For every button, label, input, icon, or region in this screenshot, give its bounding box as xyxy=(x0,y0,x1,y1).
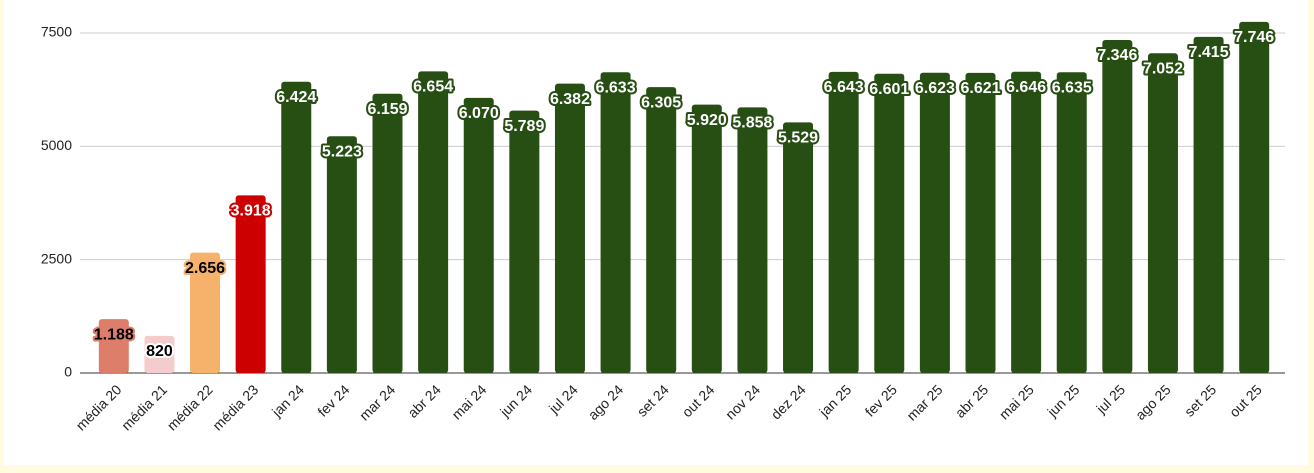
value-label: 6.643 xyxy=(824,79,864,96)
bar xyxy=(98,319,129,373)
bar xyxy=(418,71,449,374)
bar xyxy=(235,195,266,373)
bar xyxy=(600,72,631,373)
bar xyxy=(281,81,312,374)
value-label: 7.052 xyxy=(1143,61,1183,78)
bar xyxy=(463,97,494,374)
bar xyxy=(1193,36,1224,373)
bar xyxy=(965,72,996,374)
value-label: 6.646 xyxy=(1006,79,1046,96)
bar xyxy=(372,93,403,374)
value-label: 5.858 xyxy=(732,115,772,132)
value-label: 6.382 xyxy=(550,91,590,108)
bar xyxy=(874,73,905,373)
bar xyxy=(1056,72,1087,374)
value-label: 6.159 xyxy=(367,101,407,118)
y-tick-label: 7500 xyxy=(41,24,72,40)
value-label: 7.415 xyxy=(1189,44,1229,61)
value-label: 1.188 xyxy=(94,326,134,343)
bar xyxy=(919,72,950,374)
bar xyxy=(554,83,585,373)
value-label: 2.656 xyxy=(185,260,225,277)
value-label: 5.529 xyxy=(778,130,818,147)
bar xyxy=(509,110,540,373)
value-label: 6.621 xyxy=(960,80,1000,97)
y-tick-label: 5000 xyxy=(41,137,72,153)
value-label: 6.070 xyxy=(459,105,499,122)
bar xyxy=(326,136,357,373)
bar xyxy=(1239,21,1270,374)
value-label: 6.654 xyxy=(413,79,453,96)
value-label: 5.789 xyxy=(504,118,544,135)
bar xyxy=(1147,53,1178,374)
value-label: 820 xyxy=(146,343,173,360)
bar xyxy=(646,87,677,373)
value-label: 6.623 xyxy=(915,80,955,97)
y-tick-label: 0 xyxy=(64,364,72,380)
value-label: 7.746 xyxy=(1234,29,1274,46)
value-label: 5.223 xyxy=(322,143,362,160)
bar xyxy=(144,335,175,373)
value-label: 6.601 xyxy=(869,81,909,98)
value-label: 6.633 xyxy=(596,80,636,97)
value-label: 3.918 xyxy=(231,203,271,220)
bar xyxy=(190,252,221,373)
value-label: 6.635 xyxy=(1052,79,1092,96)
bar xyxy=(828,71,859,373)
bar xyxy=(1011,71,1042,374)
bar xyxy=(737,107,768,374)
bar xyxy=(691,104,722,374)
bar xyxy=(1102,39,1133,374)
value-label: 6.424 xyxy=(276,89,316,106)
value-label: 6.305 xyxy=(641,94,681,111)
y-tick-label: 2500 xyxy=(41,250,72,266)
value-label: 7.346 xyxy=(1097,47,1137,64)
value-label: 5.920 xyxy=(687,112,727,129)
bar xyxy=(783,122,814,374)
